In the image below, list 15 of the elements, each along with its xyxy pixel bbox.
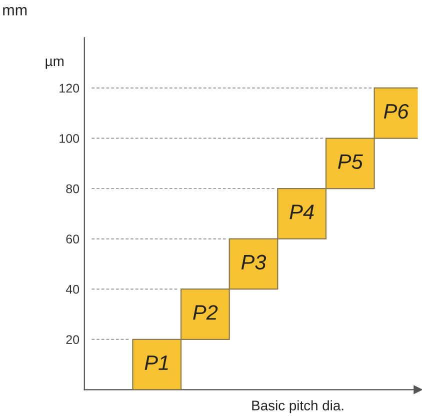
- data-label: P2: [193, 305, 218, 320]
- text: mm: [3, 7, 27, 16]
- y-tick-label: 40: [66, 284, 80, 294]
- data-label: P4: [290, 204, 314, 220]
- y-tick-label: 100: [60, 134, 80, 143]
- x-axis-title: Basic pitch dia.: [252, 400, 344, 414]
- y-tick-label: 60: [66, 234, 80, 244]
- data-label: P3: [241, 254, 266, 270]
- y-tick-label: 120: [60, 84, 80, 93]
- data-label: P1: [144, 356, 168, 370]
- data-label: P6: [384, 104, 409, 119]
- y-axis-title: µm: [46, 58, 64, 69]
- data-label: P5: [338, 154, 363, 169]
- y-tick-label: 20: [66, 335, 80, 344]
- y-tick-label: 80: [66, 184, 80, 194]
